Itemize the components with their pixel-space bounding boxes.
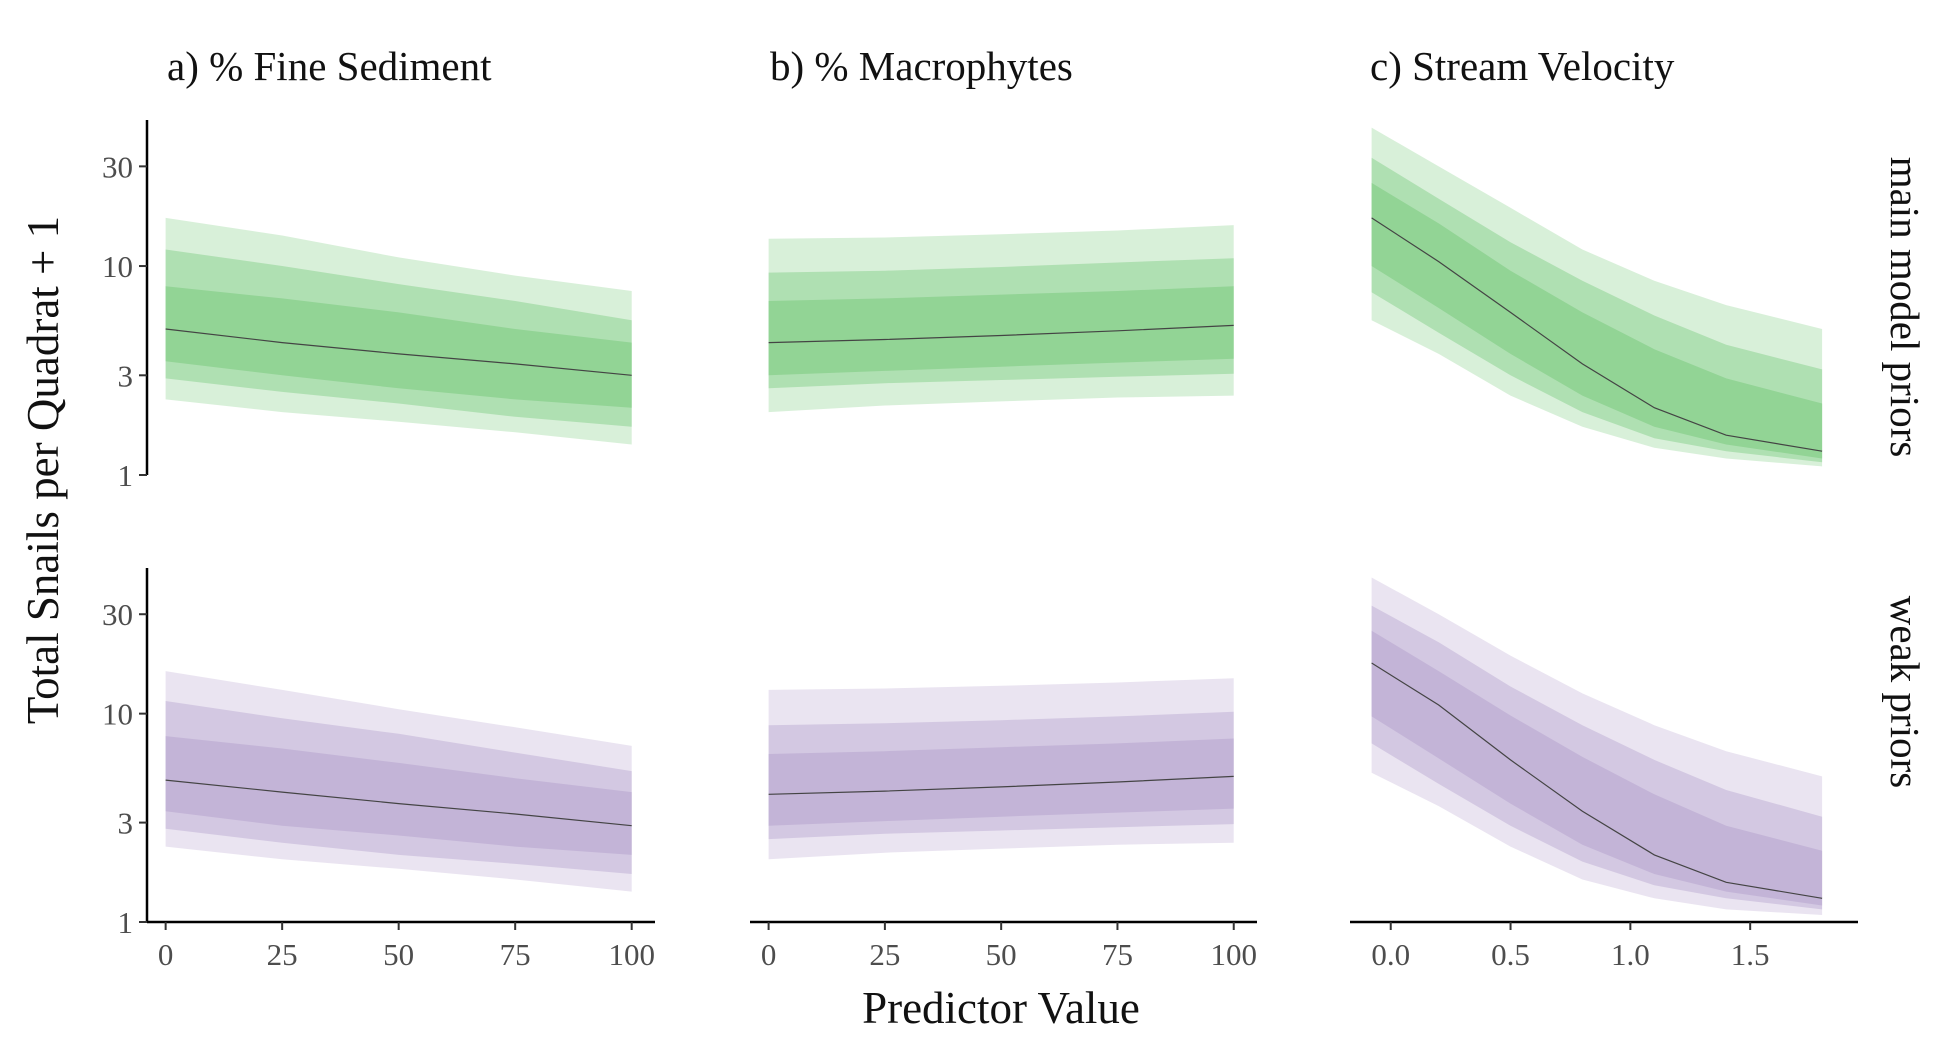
credible-band-inner [165,736,632,855]
median-line [768,775,1234,795]
x-tick-label: 100 [1210,937,1257,972]
y-tick-label: 1 [118,905,134,940]
panel-2-row-1 [768,225,1234,413]
x-tick-label: 75 [500,937,531,972]
x-tick-label: 1.5 [1731,937,1770,972]
credible-band-inner [768,286,1234,376]
y-tick-label: 1 [118,458,134,493]
panel-title: b) % Macrophytes [770,43,1073,89]
panel-1-row-1: 1 3 10 30 [102,120,632,493]
y-tick-label: 3 [118,806,134,841]
panel-2-row-2: 0 25 50 75 100 [750,678,1257,972]
strip-label-main-model-priors: main model priors [1882,157,1928,458]
panel-title: c) Stream Velocity [1370,43,1675,89]
x-tick-label: 0 [761,937,777,972]
y-axis-title: Total Snails per Quadrat + 1 [18,216,68,724]
x-tick-label: 0.5 [1491,937,1530,972]
credible-band-inner [768,738,1234,826]
y-tick-label: 30 [102,149,133,184]
median-line [165,328,632,376]
x-tick-label: 50 [383,937,414,972]
y-tick-label: 10 [102,697,133,732]
x-tick-label: 25 [869,937,900,972]
median-line [1371,217,1823,452]
median-line [768,324,1234,344]
x-tick-label: 100 [608,937,655,972]
panels: a) % Fine Sediment 1 3 10 30 1 3 10 30 0 25 50 75 100… [102,43,1858,972]
y-tick-label: 30 [102,597,133,632]
y-tick-label: 3 [118,358,134,393]
y-tick-label: 10 [102,249,133,284]
x-tick-label: 50 [986,937,1017,972]
x-tick-label: 25 [267,937,298,972]
credible-band-inner [165,286,632,408]
x-tick-label: 0.0 [1371,937,1410,972]
median-line [165,779,632,827]
x-tick-label: 1.0 [1611,937,1650,972]
median-line [1371,662,1823,899]
panel-1-row-2: 1 3 10 30 0 25 50 75 100 [102,568,655,972]
x-tick-label: 0 [158,937,174,972]
x-axis-title: Predictor Value [862,983,1140,1033]
panel-3-row-1 [1371,127,1823,467]
panel-title: a) % Fine Sediment [167,43,492,89]
panel-3-row-2: 0.0 0.5 1.0 1.5 [1350,577,1858,972]
strip-label-weak-priors: weak priors [1882,596,1928,788]
credible-band-inner [1371,630,1823,906]
x-tick-label: 75 [1102,937,1133,972]
credible-band-inner [1371,182,1823,459]
